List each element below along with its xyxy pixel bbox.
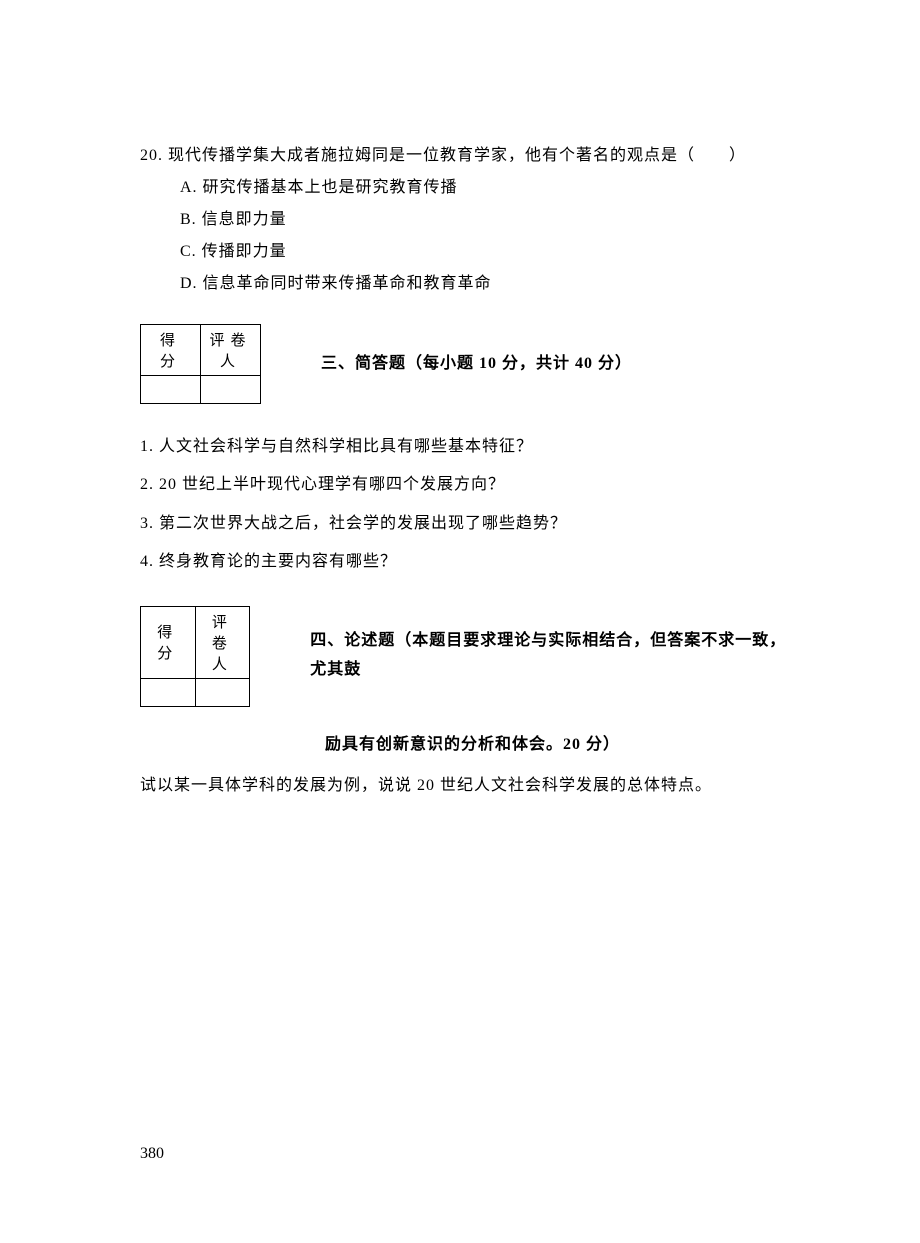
score-cell xyxy=(141,678,196,706)
section-4-title-line2: 励具有创新意识的分析和体会。20 分） xyxy=(325,727,790,762)
score-header: 得 分 xyxy=(141,606,196,678)
question-20-option-a: A. 研究传播基本上也是研究教育传播 xyxy=(140,172,790,204)
section-3-q3: 3. 第二次世界大战之后，社会学的发展出现了哪些趋势？ xyxy=(140,505,790,543)
section-3-q1: 1. 人文社会科学与自然科学相比具有哪些基本特征？ xyxy=(140,428,790,466)
section-3-q4: 4. 终身教育论的主要内容有哪些？ xyxy=(140,543,790,581)
question-20-option-d: D. 信息革命同时带来传播革命和教育革命 xyxy=(140,268,790,300)
question-20: 20. 现代传播学集大成者施拉姆同是一位教育学家，他有个著名的观点是（ ） A.… xyxy=(140,140,790,300)
grader-cell xyxy=(201,376,261,404)
question-20-text: 20. 现代传播学集大成者施拉姆同是一位教育学家，他有个著名的观点是（ ） xyxy=(140,140,790,172)
score-header: 得 分 xyxy=(141,325,201,376)
section-3-header: 得 分 评卷人 三、简答题（每小题 10 分，共计 40 分） xyxy=(140,324,790,404)
question-20-option-b: B. 信息即力量 xyxy=(140,204,790,236)
question-20-option-c: C. 传播即力量 xyxy=(140,236,790,268)
page-number: 380 xyxy=(140,1145,164,1163)
grader-header: 评卷人 xyxy=(201,325,261,376)
score-table-4: 得 分 评卷人 xyxy=(140,606,250,707)
grader-header: 评卷人 xyxy=(195,606,250,678)
section-3-questions: 1. 人文社会科学与自然科学相比具有哪些基本特征？ 2. 20 世纪上半叶现代心… xyxy=(140,428,790,582)
score-table-3: 得 分 评卷人 xyxy=(140,324,261,404)
section-4-title-line1: 四、论述题（本题目要求理论与实际相结合，但答案不求一致，尤其鼓 xyxy=(310,627,790,685)
section-3-q2: 2. 20 世纪上半叶现代心理学有哪四个发展方向？ xyxy=(140,466,790,504)
section-4-question: 试以某一具体学科的发展为例，说说 20 世纪人文社会科学发展的总体特点。 xyxy=(140,770,790,802)
section-4-header: 得 分 评卷人 四、论述题（本题目要求理论与实际相结合，但答案不求一致，尤其鼓 xyxy=(140,606,790,707)
grader-cell xyxy=(195,678,250,706)
section-3-title: 三、简答题（每小题 10 分，共计 40 分） xyxy=(321,350,632,379)
score-cell xyxy=(141,376,201,404)
